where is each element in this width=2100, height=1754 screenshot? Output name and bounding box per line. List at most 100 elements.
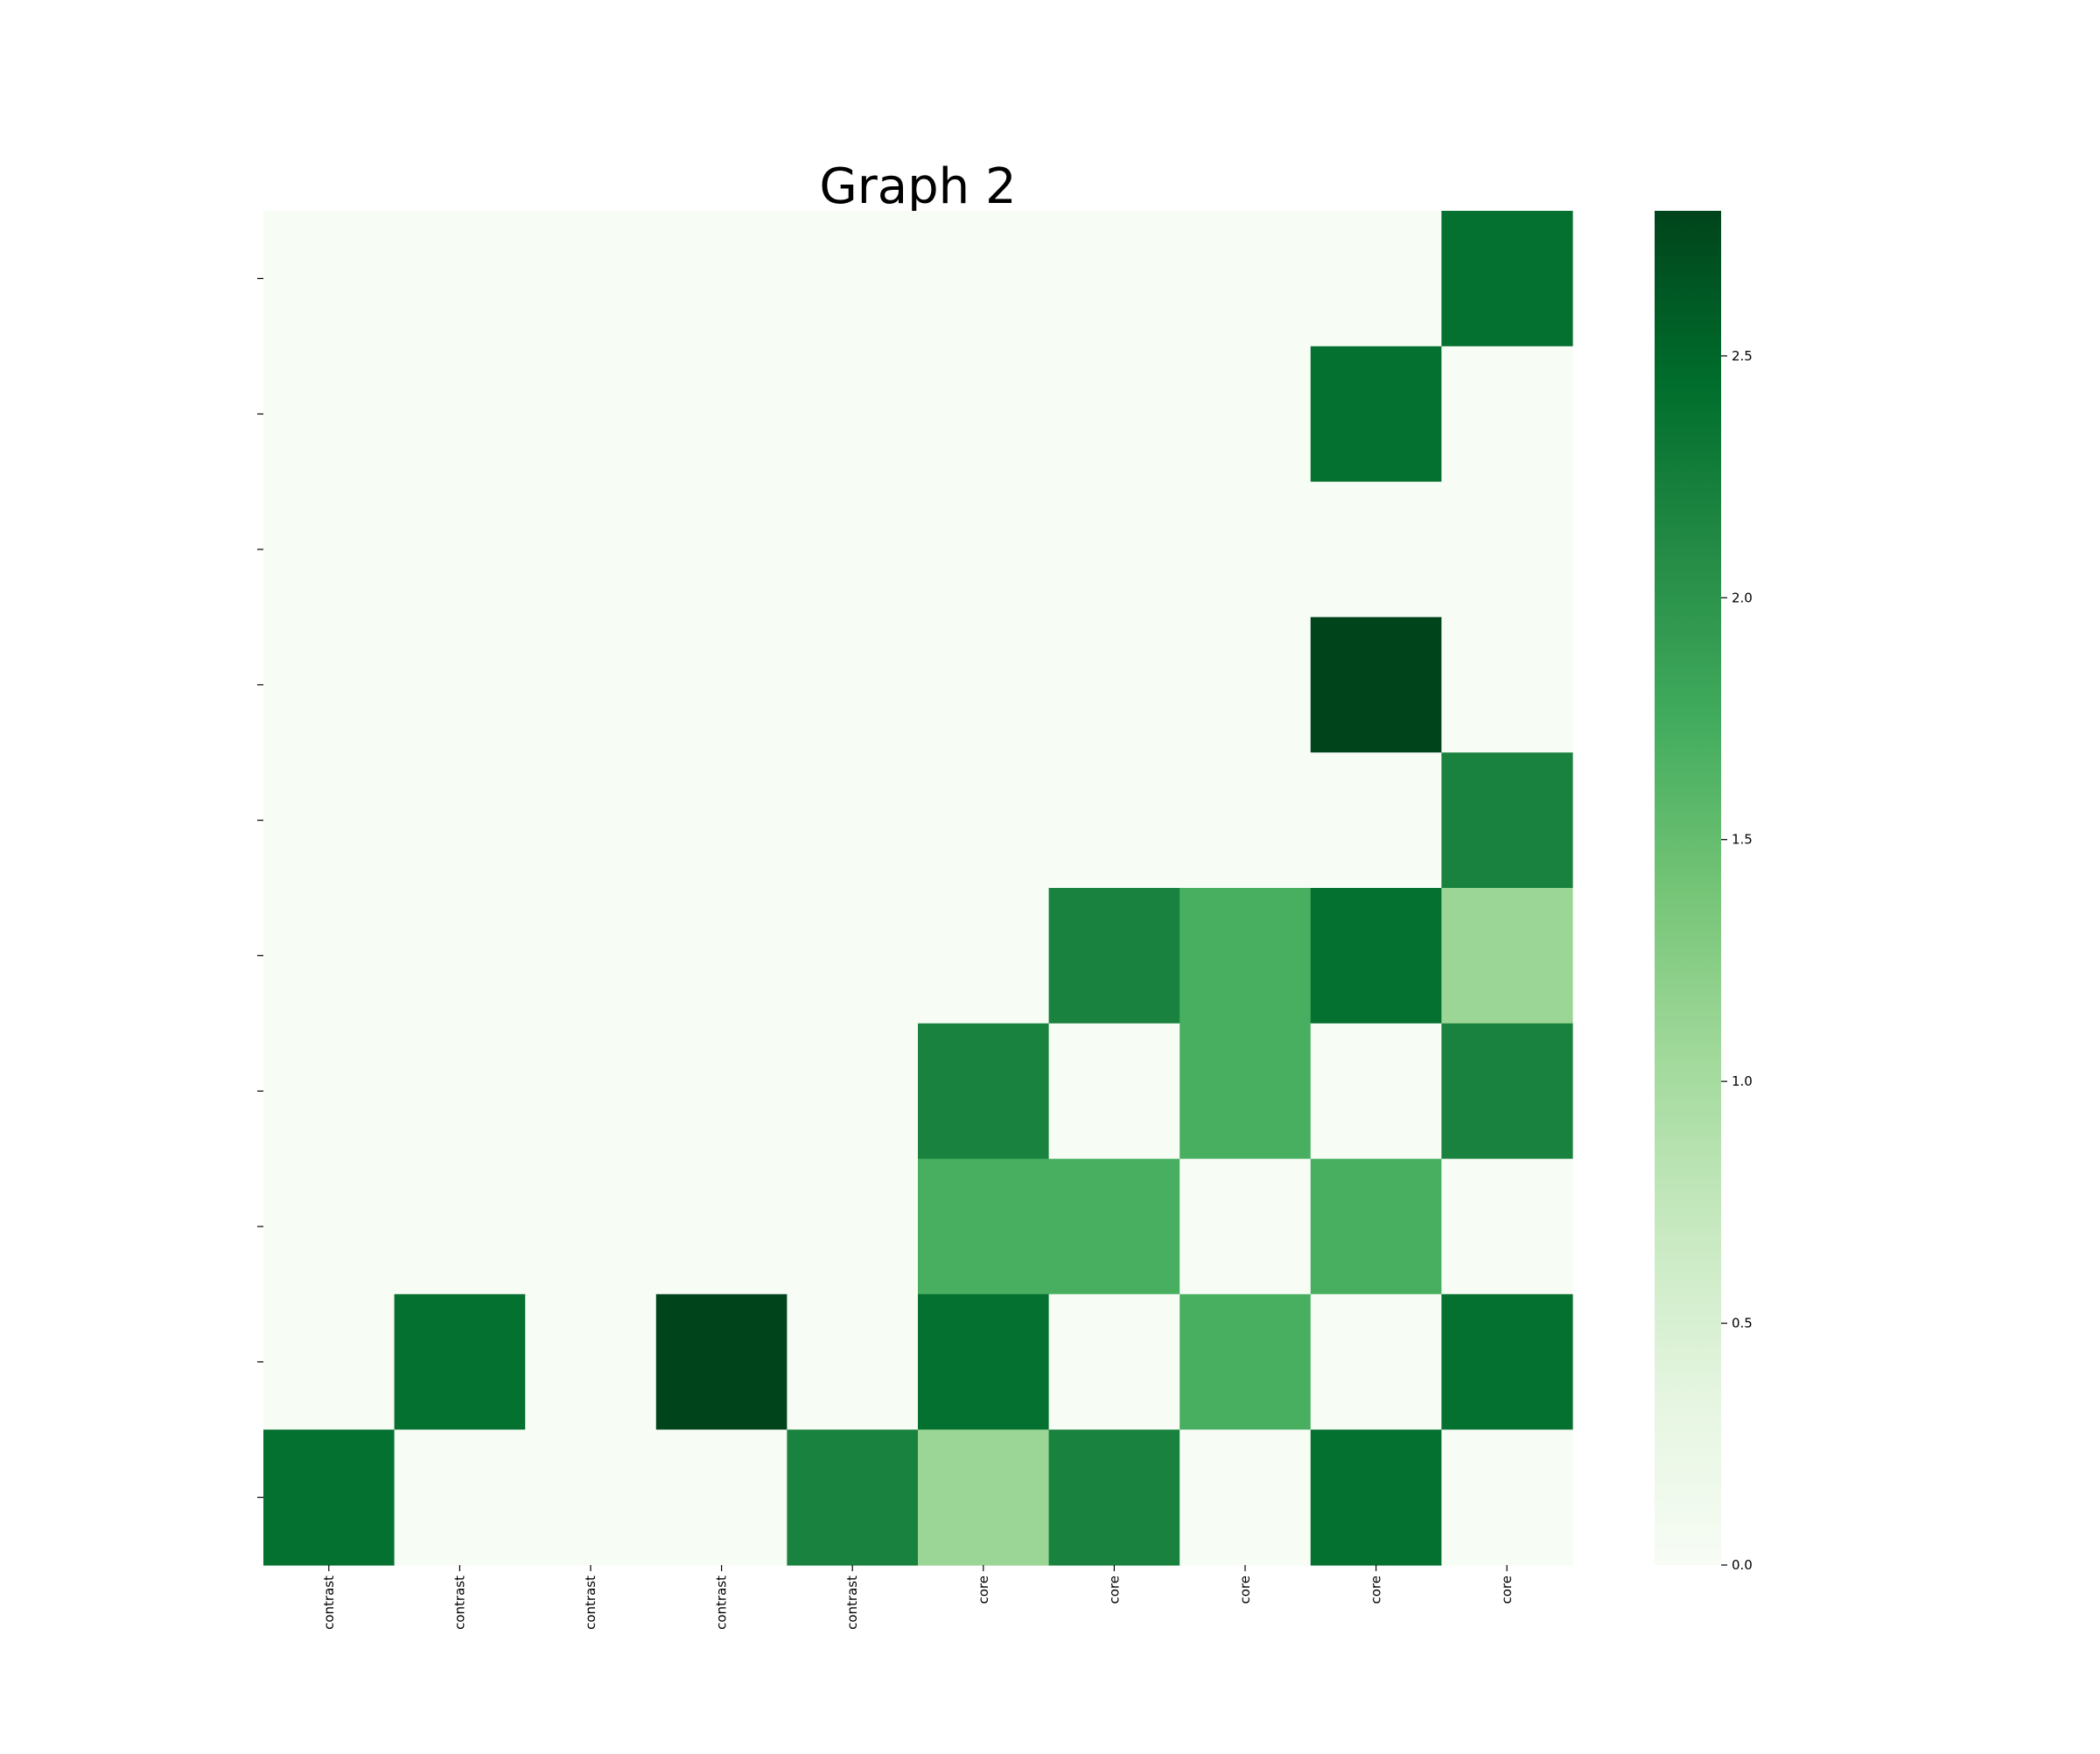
heatmap-cell (787, 346, 919, 483)
heatmap-cell (918, 211, 1050, 347)
heatmap-cell (525, 1158, 657, 1295)
heatmap-cell (918, 752, 1050, 889)
x-tick-label: contrast (844, 1576, 860, 1630)
heatmap-cell (394, 1429, 526, 1566)
heatmap-cell (1441, 888, 1573, 1024)
heatmap-cell (787, 1294, 919, 1430)
heatmap-cell (918, 346, 1050, 483)
heatmap-cell (1310, 1294, 1442, 1430)
heatmap-cell (525, 1294, 657, 1430)
heatmap-cell (655, 752, 788, 889)
heatmap-cell (1048, 617, 1180, 753)
colorbar-tick-label: 0.5 (1732, 1316, 1753, 1331)
x-tick-label: core (1499, 1576, 1515, 1604)
heatmap-cell (1180, 752, 1312, 889)
heatmap-cell (1441, 481, 1573, 618)
heatmap-cell (655, 1158, 788, 1295)
heatmap-cell (655, 888, 788, 1024)
colorbar-tick-label: 2.0 (1732, 590, 1753, 605)
heatmap-cell (1180, 481, 1312, 618)
heatmap-cell (263, 617, 396, 753)
heatmap-cell (1441, 1158, 1573, 1295)
heatmap-cell (918, 617, 1050, 753)
heatmap-cell (1180, 1023, 1312, 1160)
heatmap-cell (787, 752, 919, 889)
heatmap-cell (1310, 211, 1442, 347)
heatmap-cell (1180, 617, 1312, 753)
x-tick-label: core (1237, 1576, 1253, 1604)
heatmap-cell (263, 1158, 396, 1295)
heatmap-cell (1310, 346, 1442, 483)
heatmap-cell (1048, 481, 1180, 618)
colorbar-tick-label: 0.0 (1732, 1557, 1753, 1573)
x-tick-label: contrast (452, 1576, 467, 1630)
heatmap-cell (1048, 752, 1180, 889)
heatmap-cell (1310, 888, 1442, 1024)
heatmap-cell (1310, 481, 1442, 618)
colorbar-gradient (1655, 211, 1721, 1565)
heatmap-cell (394, 617, 526, 753)
heatmap-cell (918, 888, 1050, 1024)
heatmap-cell (1310, 1023, 1442, 1160)
heatmap-cell (655, 617, 788, 753)
chart-title: Graph 2 (819, 158, 1016, 215)
heatmap-cell (1441, 211, 1573, 347)
heatmap-cell (1180, 346, 1312, 483)
heatmap-cell (1048, 211, 1180, 347)
heatmap-cell (263, 1294, 396, 1430)
heatmap-cell (1441, 752, 1573, 889)
y-axis (257, 277, 263, 1499)
heatmap-cell (1310, 617, 1442, 753)
heatmap-cell (655, 346, 788, 483)
heatmap-cell (1180, 1294, 1312, 1430)
heatmap-cell (263, 752, 396, 889)
heatmap-cell (1441, 1023, 1573, 1160)
heatmap-cell (525, 617, 657, 753)
heatmap-cell (394, 1158, 526, 1295)
heatmap-cell (394, 481, 526, 618)
heatmap-cell (655, 481, 788, 618)
x-tick-label: contrast (583, 1576, 598, 1630)
heatmap-cell (525, 888, 657, 1024)
heatmap-cell (394, 752, 526, 889)
x-tick-label: contrast (714, 1576, 730, 1630)
heatmap-cell (394, 888, 526, 1024)
heatmap-cell (787, 617, 919, 753)
heatmap-cell (525, 1023, 657, 1160)
heatmap-cell (1441, 1429, 1573, 1566)
heatmap-cell (263, 211, 396, 347)
heatmap-cell (918, 1429, 1050, 1566)
heatmap-cell (787, 1158, 919, 1295)
heatmap-cell (655, 1429, 788, 1566)
heatmap-cell (525, 346, 657, 483)
heatmap-cell (263, 888, 396, 1024)
colorbar-tick-label: 2.5 (1732, 348, 1753, 364)
heatmap-cell (1180, 1158, 1312, 1295)
heatmap-cell (655, 211, 788, 347)
heatmap-cell (918, 1023, 1050, 1160)
heatmap-cell (1048, 1023, 1180, 1160)
x-axis: contrast contrast contrast contrast contrast… (321, 1565, 1515, 1630)
heatmap-cell (1048, 888, 1180, 1024)
heatmap-cell (525, 481, 657, 618)
heatmap-cell (1180, 888, 1312, 1024)
heatmap-cell (525, 1429, 657, 1566)
heatmap-cell (263, 481, 396, 618)
heatmap-cell (1441, 617, 1573, 753)
heatmap-cell (1048, 1158, 1180, 1295)
heatmap-cell (1441, 1294, 1573, 1430)
x-tick-label: contrast (321, 1576, 337, 1630)
heatmap-cell (1310, 752, 1442, 889)
heatmap-cell (1180, 211, 1312, 347)
heatmap-cell (1048, 1294, 1180, 1430)
heatmap-cell (1310, 1158, 1442, 1295)
x-tick-label: core (1106, 1576, 1122, 1604)
heatmap-cell (1048, 1429, 1180, 1566)
heatmap-cell (263, 1429, 396, 1566)
heatmap-cell (263, 346, 396, 483)
heatmap-cell (655, 1294, 788, 1430)
heatmap-cells (263, 211, 1573, 1566)
colorbar-tick-label: 1.0 (1732, 1073, 1753, 1089)
